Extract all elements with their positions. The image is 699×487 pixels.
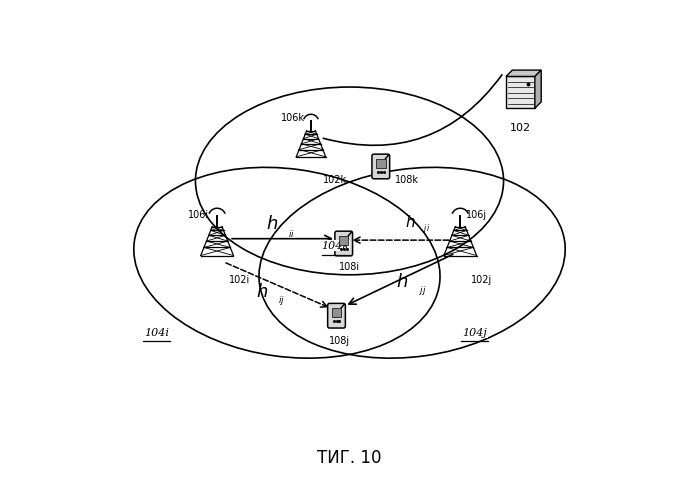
Text: ${}_{jj}$: ${}_{jj}$ xyxy=(419,284,426,297)
Polygon shape xyxy=(506,70,541,76)
Text: 106i: 106i xyxy=(188,210,209,221)
Text: $h$: $h$ xyxy=(256,282,268,300)
Text: 102j: 102j xyxy=(471,275,492,285)
FancyBboxPatch shape xyxy=(372,154,389,179)
Text: $h$: $h$ xyxy=(405,214,415,230)
Text: $h$: $h$ xyxy=(266,215,279,233)
Text: 102: 102 xyxy=(510,123,531,133)
Text: 104i: 104i xyxy=(145,328,169,337)
Text: 108k: 108k xyxy=(395,175,419,185)
FancyBboxPatch shape xyxy=(328,303,345,328)
Text: ${}_{ji}$: ${}_{ji}$ xyxy=(424,222,431,237)
Bar xyxy=(332,308,341,317)
Text: 106k: 106k xyxy=(281,113,305,123)
Bar xyxy=(339,236,349,245)
Text: 108i: 108i xyxy=(339,262,360,272)
FancyBboxPatch shape xyxy=(335,231,352,256)
Text: 106j: 106j xyxy=(466,210,487,221)
Text: 102k: 102k xyxy=(323,175,347,185)
Text: 102i: 102i xyxy=(229,275,250,285)
Bar xyxy=(376,159,386,168)
Text: 108j: 108j xyxy=(329,336,350,346)
Polygon shape xyxy=(535,70,541,108)
Text: 104k: 104k xyxy=(321,241,349,251)
Text: $h$: $h$ xyxy=(396,273,408,291)
Text: ${}_{ii}$: ${}_{ii}$ xyxy=(288,226,295,240)
Text: 104j: 104j xyxy=(462,328,487,337)
Polygon shape xyxy=(506,76,535,108)
Text: ΤИГ. 10: ΤИГ. 10 xyxy=(317,450,382,468)
Text: ${}_{ij}$: ${}_{ij}$ xyxy=(278,294,284,307)
